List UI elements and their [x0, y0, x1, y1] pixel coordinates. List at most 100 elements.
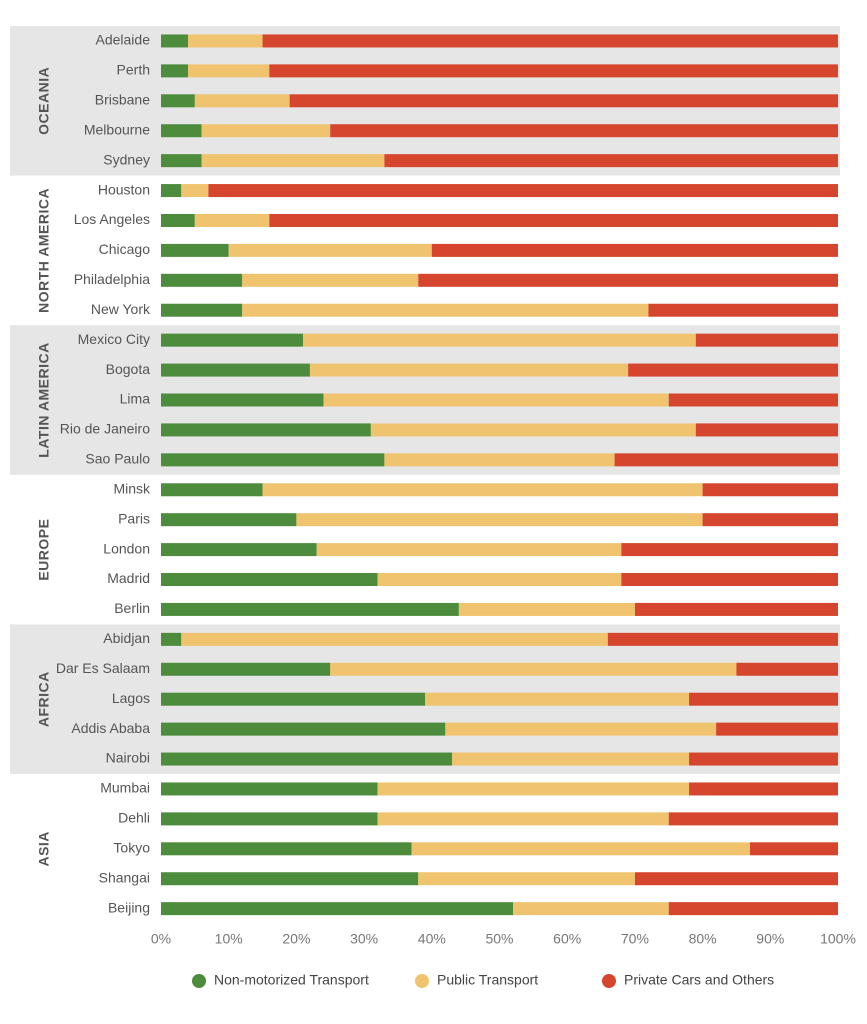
- bar-new-york-non-motorized-transport: [161, 303, 243, 317]
- city-label-minsk: Minsk: [113, 480, 151, 496]
- city-label-shangai: Shangai: [99, 869, 150, 885]
- bar-berlin-non-motorized-transport: [161, 602, 459, 616]
- bar-melbourne-public-transport: [201, 124, 331, 138]
- city-label-madrid: Madrid: [107, 570, 150, 586]
- bar-lima-private-cars-and-others: [668, 393, 838, 407]
- bar-nairobi-private-cars-and-others: [689, 752, 838, 766]
- bar-new-york-private-cars-and-others: [648, 303, 838, 317]
- legend-label-non-motorized-transport: Non-motorized Transport: [214, 972, 369, 988]
- city-label-sydney: Sydney: [103, 151, 150, 167]
- bar-sydney-non-motorized-transport: [161, 154, 202, 168]
- bar-nairobi-public-transport: [452, 752, 690, 766]
- region-label-oceania: OCEANIA: [36, 67, 52, 135]
- legend-label-public-transport: Public Transport: [437, 972, 538, 988]
- bar-dar-es-salaam-public-transport: [330, 662, 737, 676]
- bar-minsk-non-motorized-transport: [161, 483, 263, 497]
- city-label-dar-es-salaam: Dar Es Salaam: [56, 660, 150, 676]
- bar-tokyo-private-cars-and-others: [749, 842, 838, 856]
- bar-mumbai-public-transport: [377, 782, 690, 796]
- bar-lagos-public-transport: [425, 692, 690, 706]
- bar-sydney-private-cars-and-others: [384, 154, 838, 168]
- bar-houston-non-motorized-transport: [161, 184, 182, 198]
- bar-dehli-private-cars-and-others: [668, 812, 838, 826]
- city-label-abidjan: Abidjan: [103, 630, 150, 646]
- bar-madrid-private-cars-and-others: [621, 573, 838, 587]
- bar-perth-public-transport: [188, 64, 270, 78]
- city-label-tokyo: Tokyo: [113, 840, 150, 856]
- bar-minsk-private-cars-and-others: [702, 483, 838, 497]
- bar-chicago-private-cars-and-others: [431, 243, 838, 257]
- city-label-nairobi: Nairobi: [106, 750, 150, 766]
- city-label-sao-paulo: Sao Paulo: [85, 451, 150, 467]
- bar-melbourne-private-cars-and-others: [330, 124, 838, 138]
- city-label-houston: Houston: [98, 181, 150, 197]
- x-tick-label: 70%: [621, 930, 649, 946]
- city-label-perth: Perth: [117, 62, 150, 78]
- bar-berlin-public-transport: [458, 602, 635, 616]
- bar-berlin-private-cars-and-others: [634, 602, 838, 616]
- x-tick-label: 60%: [553, 930, 581, 946]
- bar-lagos-non-motorized-transport: [161, 692, 426, 706]
- bar-madrid-public-transport: [377, 573, 622, 587]
- bar-beijing-non-motorized-transport: [161, 902, 514, 916]
- bar-perth-non-motorized-transport: [161, 64, 189, 78]
- bar-mexico-city-non-motorized-transport: [161, 333, 304, 347]
- bar-paris-non-motorized-transport: [161, 513, 297, 527]
- city-label-paris: Paris: [118, 510, 150, 526]
- bar-lima-public-transport: [323, 393, 669, 407]
- bar-perth-private-cars-and-others: [269, 64, 838, 78]
- bar-rio-de-janeiro-private-cars-and-others: [695, 423, 838, 437]
- bar-abidjan-private-cars-and-others: [607, 632, 838, 646]
- bar-tokyo-public-transport: [411, 842, 750, 856]
- bar-addis-ababa-private-cars-and-others: [716, 722, 838, 736]
- city-label-bogota: Bogota: [106, 361, 151, 377]
- bar-chicago-public-transport: [228, 243, 432, 257]
- city-label-chicago: Chicago: [99, 241, 151, 257]
- bar-addis-ababa-non-motorized-transport: [161, 722, 446, 736]
- bar-adelaide-private-cars-and-others: [262, 34, 838, 48]
- bar-houston-public-transport: [181, 184, 209, 198]
- bar-new-york-public-transport: [242, 303, 649, 317]
- city-label-addis-ababa: Addis Ababa: [71, 720, 150, 736]
- city-label-mumbai: Mumbai: [100, 780, 150, 796]
- city-label-lima: Lima: [120, 391, 151, 407]
- bar-sao-paulo-public-transport: [384, 453, 615, 467]
- bar-bogota-public-transport: [309, 363, 629, 377]
- bar-chicago-non-motorized-transport: [161, 243, 229, 257]
- city-label-brisbane: Brisbane: [95, 92, 150, 108]
- bar-sao-paulo-private-cars-and-others: [614, 453, 838, 467]
- region-label-latin-america: LATIN AMERICA: [36, 342, 52, 457]
- x-tick-label: 10%: [215, 930, 243, 946]
- bar-philadelphia-public-transport: [242, 273, 419, 287]
- city-label-mexico-city: Mexico City: [78, 331, 150, 347]
- city-label-adelaide: Adelaide: [96, 32, 151, 48]
- region-label-asia: ASIA: [36, 831, 52, 866]
- bar-sydney-public-transport: [201, 154, 385, 168]
- legend-marker-public-transport: [415, 974, 429, 988]
- bar-dehli-public-transport: [377, 812, 669, 826]
- city-label-dehli: Dehli: [118, 810, 150, 826]
- bar-london-public-transport: [316, 543, 622, 557]
- city-label-melbourne: Melbourne: [84, 121, 150, 137]
- legend-label-private-cars-and-others: Private Cars and Others: [624, 972, 774, 988]
- city-label-los-angeles: Los Angeles: [74, 211, 150, 227]
- bar-nairobi-non-motorized-transport: [161, 752, 453, 766]
- bar-mexico-city-private-cars-and-others: [695, 333, 838, 347]
- legend-marker-private-cars-and-others: [602, 974, 616, 988]
- bar-abidjan-non-motorized-transport: [161, 632, 182, 646]
- x-tick-label: 90%: [756, 930, 784, 946]
- bar-mumbai-private-cars-and-others: [689, 782, 838, 796]
- bar-dehli-non-motorized-transport: [161, 812, 378, 826]
- bar-bogota-non-motorized-transport: [161, 363, 310, 377]
- region-label-europe: EUROPE: [36, 519, 52, 581]
- bar-minsk-public-transport: [262, 483, 703, 497]
- x-tick-label: 20%: [282, 930, 310, 946]
- legend-marker-non-motorized-transport: [192, 974, 206, 988]
- bar-los-angeles-non-motorized-transport: [161, 213, 195, 227]
- bar-beijing-private-cars-and-others: [668, 902, 838, 916]
- bar-bogota-private-cars-and-others: [628, 363, 838, 377]
- city-label-new-york: New York: [91, 301, 151, 317]
- bar-brisbane-public-transport: [194, 94, 290, 108]
- city-label-berlin: Berlin: [114, 600, 150, 616]
